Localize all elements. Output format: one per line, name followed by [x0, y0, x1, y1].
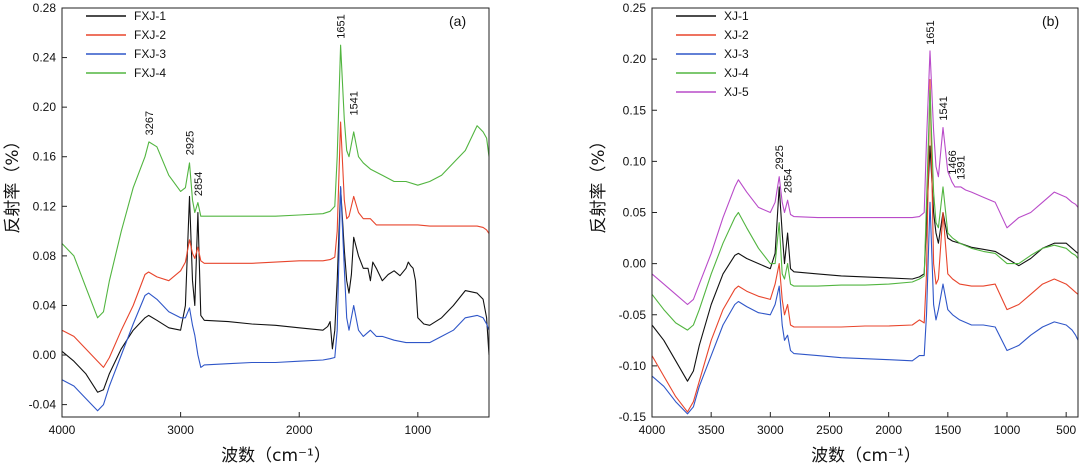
legend-entry: XJ-2 — [724, 28, 749, 42]
y-tick-label: 0.10 — [623, 154, 647, 168]
x-tick-label: 2500 — [816, 423, 843, 437]
x-axis-title: 波数（cm⁻¹） — [221, 446, 331, 466]
x-tick-label: 4000 — [639, 423, 666, 437]
x-tick-label: 4000 — [49, 423, 76, 437]
x-tick-label: 1000 — [404, 423, 431, 437]
peak-annotation: 1466 — [947, 150, 959, 174]
x-axis-title: 波数（cm⁻¹） — [811, 446, 921, 466]
peak-annotation: 1391 — [956, 155, 968, 179]
y-tick-label: 0.15 — [623, 103, 647, 117]
series-line-xj-4 — [651, 89, 1079, 331]
legend-entry: FXJ-1 — [134, 9, 166, 23]
peak-annotation: 3267 — [144, 111, 156, 135]
peak-annotation: 1651 — [336, 14, 348, 38]
y-tick-label: -0.04 — [29, 398, 57, 412]
peak-annotation: 1541 — [938, 96, 950, 120]
y-tick-label: -0.05 — [619, 308, 647, 322]
x-tick-label: 2000 — [286, 423, 313, 437]
peak-annotation: 1651 — [925, 20, 937, 44]
y-tick-label: 0.24 — [33, 51, 57, 65]
y-tick-label: 0.00 — [33, 348, 57, 362]
legend-entry: FXJ-4 — [134, 66, 166, 80]
x-tick-label: 1500 — [934, 423, 961, 437]
x-tick-label: 3500 — [698, 423, 725, 437]
legend: FXJ-1 FXJ-2 FXJ-3 FXJ-4 — [86, 9, 166, 80]
y-tick-label: 0.12 — [33, 199, 57, 213]
legend-entry: XJ-5 — [724, 85, 749, 99]
series-line-fxj-4 — [61, 44, 490, 319]
chart-panel-b: 4000 3500 3000 2500 2000 1500 1000 500 -0.15 -0.1… — [589, 1, 1079, 466]
y-tick-label: 0.04 — [33, 298, 57, 312]
x-tick-label: 2000 — [875, 423, 902, 437]
legend-entry: XJ-1 — [724, 9, 749, 23]
y-tick-label: -0.15 — [619, 410, 647, 424]
y-tick-label: 0.20 — [623, 52, 647, 66]
x-tick-label: 500 — [1056, 423, 1076, 437]
peak-annotation: 2854 — [783, 169, 795, 193]
series-line-fxj-1 — [61, 187, 490, 393]
y-axis-title: 反射率（%） — [3, 132, 23, 233]
y-tick-label: 0.00 — [623, 257, 647, 271]
y-tick-label: 0.25 — [623, 1, 647, 15]
plot-frame — [61, 7, 490, 418]
peak-annotation: 2925 — [774, 145, 786, 169]
y-tick-label: -0.10 — [619, 359, 647, 373]
panel-label: (a) — [449, 13, 466, 29]
series-line-xj-3 — [651, 201, 1079, 415]
x-tick-label: 3000 — [167, 423, 194, 437]
y-axis-title: 反射率（%） — [589, 132, 609, 233]
panel-label: (b) — [1042, 13, 1059, 29]
legend: XJ-1 XJ-2 XJ-3 XJ-4 XJ-5 — [676, 9, 749, 99]
y-tick-label: 0.16 — [33, 150, 57, 164]
legend-entry: XJ-4 — [724, 66, 749, 80]
series-line-fxj-2 — [61, 121, 490, 368]
plot-frame — [651, 7, 1079, 418]
legend-entry: FXJ-3 — [134, 47, 166, 61]
peak-annotation: 2925 — [185, 131, 197, 155]
y-tick-label: 0.08 — [33, 249, 57, 263]
series-line-xj-2 — [651, 79, 1079, 413]
y-tick-label: 0.20 — [33, 100, 57, 114]
series-line-xj-5 — [651, 50, 1079, 306]
y-tick-label: 0.28 — [33, 1, 57, 15]
series-line-fxj-3 — [61, 185, 490, 412]
x-tick-label: 3000 — [757, 423, 784, 437]
legend-entry: XJ-3 — [724, 47, 749, 61]
peak-annotation: 1541 — [349, 91, 361, 115]
x-tick-label: 1000 — [994, 423, 1021, 437]
chart-panel-a: 4000 3000 2000 1000 -0.04 0.00 0.04 0.08 0.12 0.1… — [3, 1, 490, 466]
legend-entry: FXJ-2 — [134, 28, 166, 42]
y-tick-label: 0.05 — [623, 206, 647, 220]
series-line-xj-1 — [651, 145, 1079, 382]
peak-annotation: 2854 — [193, 172, 205, 196]
